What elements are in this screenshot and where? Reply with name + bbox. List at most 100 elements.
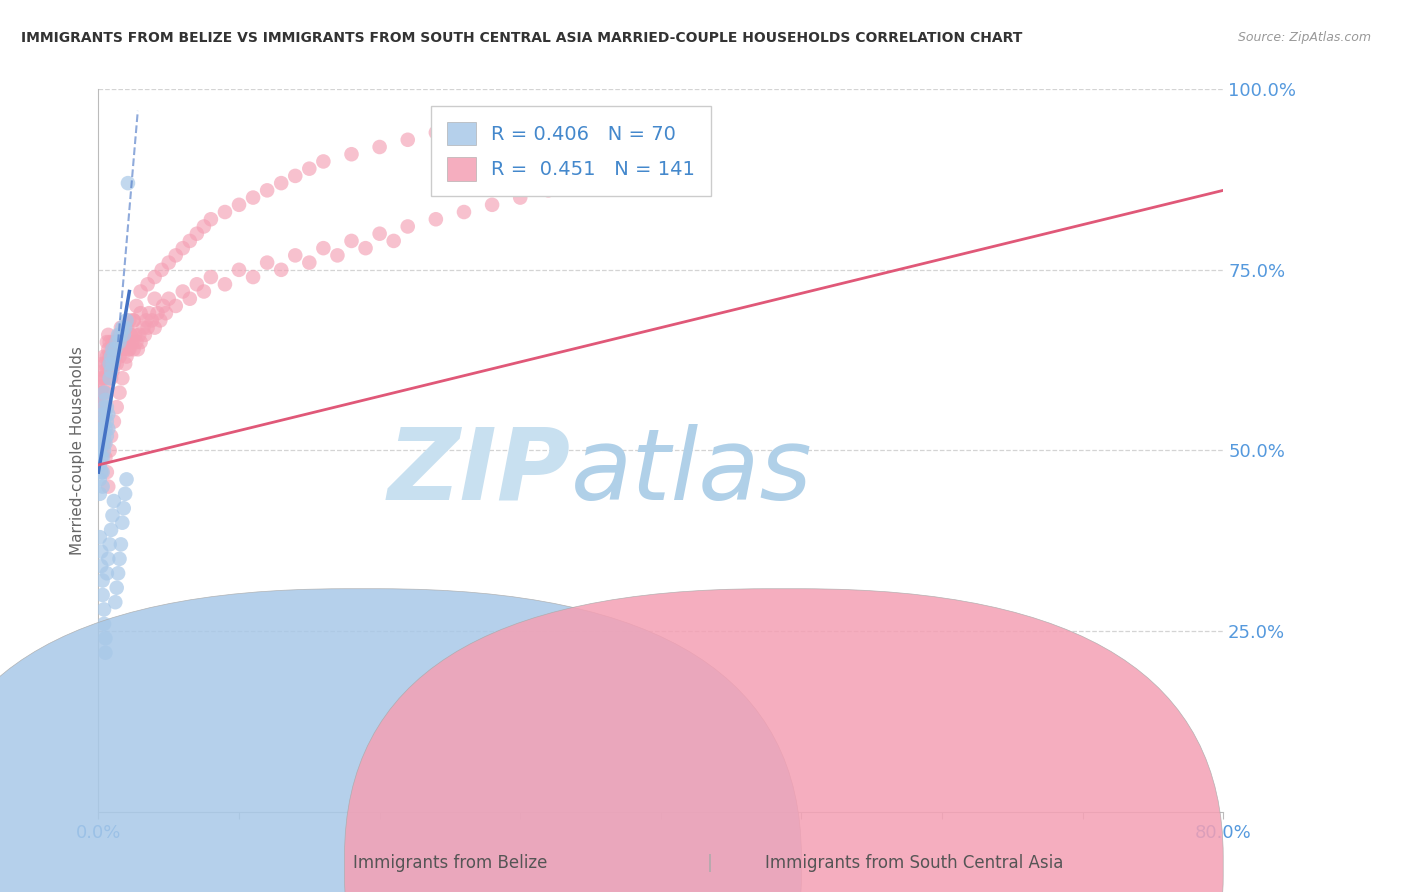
- Point: [179, 234, 201, 248]
- Point: [122, 343, 145, 357]
- Point: [136, 277, 159, 292]
- Point: [155, 306, 177, 320]
- Point: [101, 334, 124, 349]
- Point: [98, 357, 121, 371]
- Point: [242, 191, 264, 205]
- Point: [112, 343, 135, 357]
- Point: [127, 343, 149, 357]
- Point: [90, 371, 112, 385]
- Point: [91, 436, 114, 450]
- Point: [114, 487, 136, 501]
- Point: [103, 357, 125, 371]
- Point: [101, 364, 124, 378]
- Point: [89, 530, 111, 544]
- Point: [91, 422, 114, 436]
- Point: [157, 292, 180, 306]
- Point: [103, 343, 125, 357]
- Point: [284, 169, 307, 183]
- Point: [104, 343, 127, 357]
- Point: [111, 371, 134, 385]
- Point: [125, 334, 148, 349]
- Point: [114, 357, 136, 371]
- Point: [98, 537, 121, 551]
- Point: [91, 465, 114, 479]
- Point: [94, 436, 117, 450]
- Point: [124, 327, 146, 342]
- Point: [108, 350, 131, 364]
- Point: [143, 270, 166, 285]
- Point: [110, 320, 132, 334]
- Point: [193, 219, 215, 234]
- Point: [100, 364, 122, 378]
- Point: [117, 343, 139, 357]
- Point: [115, 313, 138, 327]
- Point: [312, 154, 335, 169]
- Point: [129, 285, 152, 299]
- Text: IMMIGRANTS FROM BELIZE VS IMMIGRANTS FROM SOUTH CENTRAL ASIA MARRIED-COUPLE HOUS: IMMIGRANTS FROM BELIZE VS IMMIGRANTS FRO…: [21, 31, 1022, 45]
- Point: [89, 415, 111, 429]
- Point: [112, 327, 135, 342]
- Point: [509, 191, 531, 205]
- Point: [97, 327, 120, 342]
- Point: [108, 327, 131, 342]
- Point: [91, 450, 114, 465]
- Text: Immigrants from Belize: Immigrants from Belize: [353, 855, 547, 872]
- Point: [138, 306, 160, 320]
- Point: [93, 443, 115, 458]
- Point: [89, 400, 111, 414]
- Point: [89, 385, 111, 400]
- Point: [98, 350, 121, 364]
- Point: [105, 400, 128, 414]
- Point: [103, 494, 125, 508]
- Point: [143, 292, 166, 306]
- Point: [128, 327, 150, 342]
- Point: [94, 371, 117, 385]
- Point: [340, 147, 363, 161]
- Point: [93, 350, 115, 364]
- Point: [89, 487, 111, 501]
- Point: [114, 320, 136, 334]
- Point: [101, 508, 124, 523]
- Point: [93, 429, 115, 443]
- Point: [354, 241, 377, 255]
- Point: [101, 357, 124, 371]
- Point: [117, 334, 139, 349]
- Point: [120, 327, 142, 342]
- Point: [298, 255, 321, 269]
- Text: atlas: atlas: [571, 424, 813, 521]
- Point: [98, 371, 121, 385]
- Point: [90, 415, 112, 429]
- Point: [90, 559, 112, 574]
- Point: [453, 205, 475, 219]
- Point: [200, 270, 222, 285]
- Point: [242, 270, 264, 285]
- Point: [118, 343, 141, 357]
- Point: [90, 422, 112, 436]
- Point: [93, 602, 115, 616]
- Point: [105, 357, 128, 371]
- Point: [105, 334, 128, 349]
- Point: [94, 385, 117, 400]
- Point: [143, 320, 166, 334]
- Point: [93, 385, 115, 400]
- Point: [141, 313, 163, 327]
- Point: [101, 350, 124, 364]
- Point: [270, 262, 292, 277]
- Point: [298, 161, 321, 176]
- Point: [425, 126, 447, 140]
- Point: [425, 212, 447, 227]
- Point: [105, 343, 128, 357]
- Point: [96, 364, 118, 378]
- Point: [107, 327, 129, 342]
- Point: [93, 616, 115, 631]
- Point: [481, 198, 503, 212]
- Point: [101, 343, 124, 357]
- Point: [96, 465, 118, 479]
- Point: [90, 544, 112, 558]
- Point: [104, 595, 127, 609]
- Point: [117, 176, 139, 190]
- Point: [114, 334, 136, 349]
- Point: [228, 198, 250, 212]
- Point: [91, 422, 114, 436]
- Point: [368, 140, 391, 154]
